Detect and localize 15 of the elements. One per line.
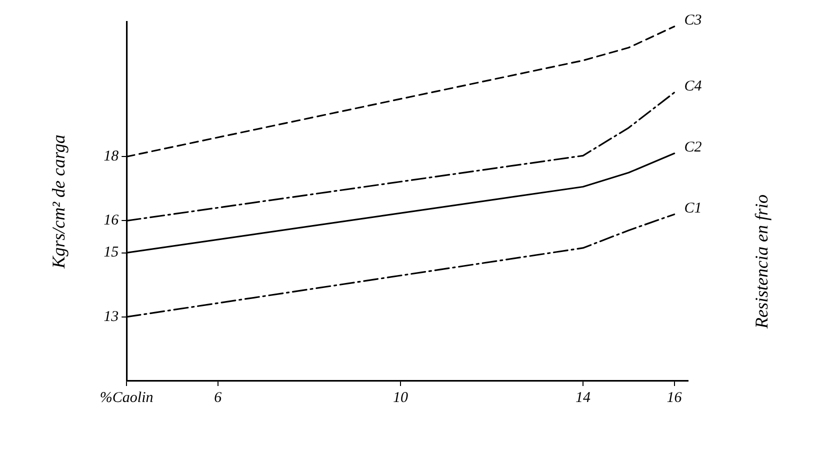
x-tick-label: 10 <box>392 390 408 406</box>
y-axis-title: Kgrs/cm² de carga <box>48 134 69 270</box>
y2-axis-title: Resistencia en frio <box>752 194 772 330</box>
x-tick-label: 6 <box>214 390 222 406</box>
y-tick-label: 18 <box>104 148 120 165</box>
series-label: C3 <box>684 12 702 28</box>
x-tick-label: 14 <box>576 390 592 406</box>
y-tick-label: 15 <box>104 244 120 261</box>
y-tick-label: 13 <box>104 308 119 325</box>
y-tick-label: 16 <box>104 212 120 229</box>
x-tick-label: %Caolin <box>100 390 154 406</box>
x-tick-label: 16 <box>666 390 682 406</box>
series-label: C1 <box>684 200 702 216</box>
series-label: C4 <box>684 78 702 94</box>
series-label: C2 <box>684 139 702 156</box>
